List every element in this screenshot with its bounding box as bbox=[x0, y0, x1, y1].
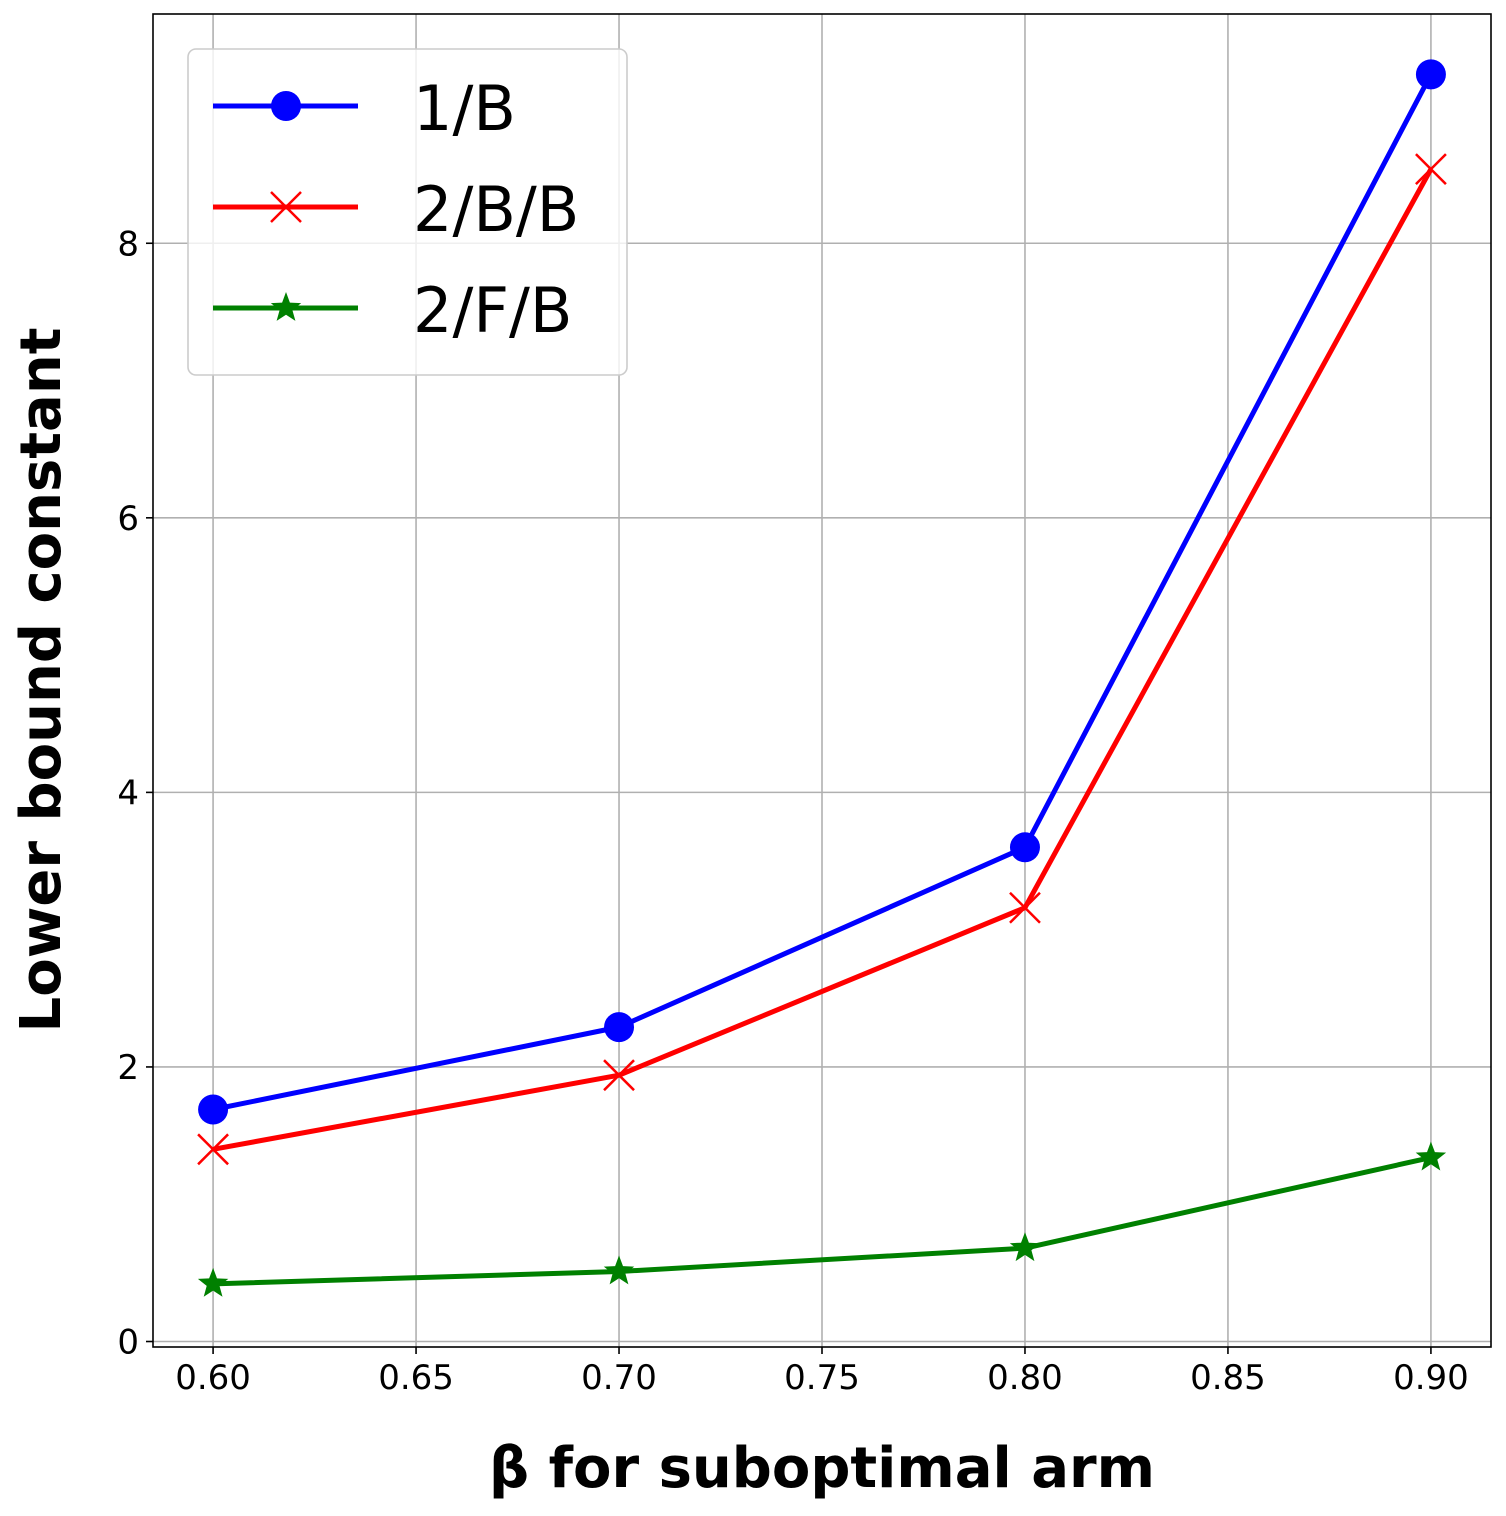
series-1-b-marker bbox=[198, 1094, 229, 1125]
legend-marker bbox=[271, 91, 301, 121]
legend-marker bbox=[270, 191, 302, 223]
series-2-f-b-marker bbox=[1415, 1141, 1447, 1171]
series-2-f-b-marker bbox=[197, 1267, 229, 1297]
series-2-b-b-marker bbox=[603, 1059, 635, 1092]
y-tick-label: 6 bbox=[117, 499, 139, 539]
legend: 1/B 2/B/B 2/F/B bbox=[187, 48, 628, 376]
x-marker-stroke bbox=[603, 1059, 635, 1092]
series-2-f-b-marker bbox=[1009, 1232, 1041, 1262]
legend-box bbox=[187, 48, 628, 376]
series-group bbox=[197, 59, 1447, 1297]
series-2-f-b-line bbox=[213, 1155, 1432, 1287]
series-2-b-b-marker bbox=[1009, 891, 1041, 924]
x-tick-label: 0.75 bbox=[784, 1358, 860, 1398]
x-marker-stroke bbox=[270, 191, 302, 223]
series-2-b-b-marker bbox=[197, 1133, 229, 1166]
series-1-b-line bbox=[212, 73, 1434, 1112]
x-marker-stroke bbox=[1009, 891, 1041, 924]
y-tick-label: 8 bbox=[117, 224, 139, 264]
legend-marker bbox=[270, 292, 302, 321]
series-2-b-b-line bbox=[212, 167, 1434, 1152]
y-tick-label: 2 bbox=[117, 1048, 139, 1088]
y-axis-label: Lower bound constant bbox=[9, 328, 74, 1033]
x-marker-stroke bbox=[197, 1133, 229, 1166]
y-tick-label: 4 bbox=[117, 773, 139, 813]
ticks: 0.60 0.65 0.70 0.75 0.80 0.85 0.90 0 2 4 6 8 bbox=[117, 224, 1468, 1398]
y-tick-label: 0 bbox=[117, 1323, 139, 1363]
series-2-b-b-marker bbox=[1415, 153, 1447, 186]
x-tick-label: 0.65 bbox=[378, 1358, 454, 1398]
legend-label: 2/F/B bbox=[413, 274, 572, 347]
x-tick-label: 0.60 bbox=[175, 1358, 251, 1398]
x-marker-stroke bbox=[1415, 153, 1447, 186]
x-tick-label: 0.90 bbox=[1393, 1358, 1469, 1398]
x-tick-label: 0.70 bbox=[581, 1358, 657, 1398]
x-tick-label: 0.80 bbox=[987, 1358, 1063, 1398]
legend-label: 1/B bbox=[413, 72, 516, 145]
x-axis-label: β for suboptimal arm bbox=[489, 1436, 1155, 1501]
legend-label: 2/B/B bbox=[413, 173, 579, 246]
series-2-f-b-marker bbox=[603, 1255, 635, 1285]
series-1-b-marker bbox=[1415, 59, 1446, 90]
x-tick-label: 0.85 bbox=[1190, 1358, 1266, 1398]
series-1-b-marker bbox=[604, 1012, 635, 1043]
series-1-b-marker bbox=[1009, 832, 1040, 863]
